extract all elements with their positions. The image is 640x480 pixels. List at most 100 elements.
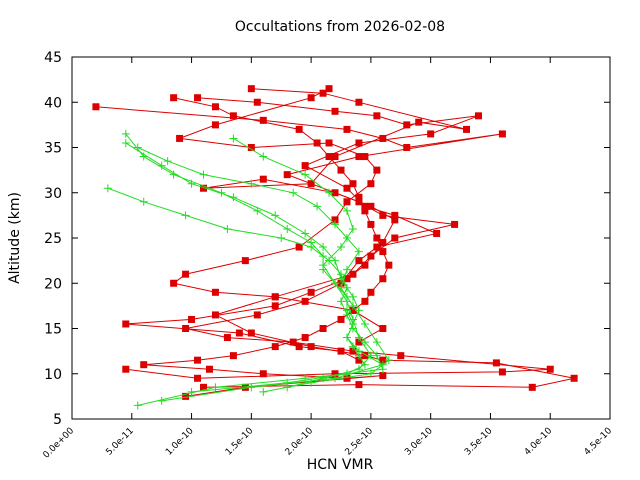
- data-point: [247, 329, 255, 337]
- data-point: [194, 356, 202, 364]
- y-axis-label: Altitude (km): [7, 192, 23, 284]
- data-point: [331, 189, 339, 197]
- data-point: [403, 121, 411, 129]
- data-point: [367, 252, 375, 260]
- data-point: [157, 396, 166, 405]
- data-point: [133, 401, 142, 410]
- data-point: [403, 144, 411, 151]
- data-point: [194, 94, 202, 102]
- data-point: [325, 153, 333, 161]
- data-point: [163, 157, 172, 166]
- data-point: [319, 89, 327, 97]
- data-point: [361, 207, 369, 215]
- data-point: [355, 338, 363, 346]
- chart-title: Occultations from 2026-02-08: [235, 19, 445, 35]
- data-point: [342, 333, 351, 342]
- data-point: [331, 107, 339, 115]
- data-point: [301, 374, 310, 383]
- data-point: [366, 369, 375, 378]
- data-point: [182, 392, 190, 400]
- data-point: [253, 98, 261, 106]
- data-point: [307, 180, 315, 188]
- data-point: [366, 351, 375, 360]
- data-point: [229, 352, 237, 360]
- data-point: [295, 243, 303, 251]
- data-point: [354, 247, 363, 256]
- data-point: [354, 365, 363, 374]
- data-point: [122, 320, 130, 328]
- data-point: [427, 130, 435, 138]
- data-point: [182, 270, 190, 278]
- data-point: [348, 301, 357, 310]
- data-point: [271, 302, 279, 310]
- data-point: [331, 370, 339, 378]
- data-point: [342, 206, 351, 215]
- data-point: [229, 134, 238, 143]
- data-point: [139, 197, 148, 206]
- data-point: [367, 288, 375, 296]
- data-point: [253, 311, 261, 319]
- data-point: [157, 161, 166, 170]
- data-point: [492, 359, 500, 367]
- data-point: [379, 275, 387, 283]
- data-point: [176, 134, 184, 142]
- data-point: [342, 369, 351, 378]
- data-point: [498, 368, 506, 376]
- data-point: [397, 352, 405, 360]
- data-point: [433, 229, 441, 237]
- data-point: [379, 372, 387, 380]
- data-point: [451, 220, 459, 228]
- data-point: [343, 198, 351, 206]
- data-point: [313, 202, 322, 211]
- data-point: [337, 279, 345, 287]
- data-point: [379, 211, 387, 219]
- data-point: [170, 279, 178, 287]
- y-tick-label: 40: [44, 95, 62, 111]
- series-red-4: [122, 85, 471, 364]
- data-point: [271, 293, 279, 301]
- data-point: [379, 239, 387, 247]
- data-point: [415, 118, 423, 126]
- data-point: [355, 356, 363, 364]
- series-red-3: [122, 94, 554, 382]
- data-point: [379, 248, 387, 256]
- series-layer: [92, 85, 578, 410]
- data-point: [283, 383, 292, 392]
- data-point: [474, 112, 482, 120]
- data-point: [301, 297, 309, 305]
- data-point: [331, 153, 339, 161]
- data-point: [301, 170, 310, 179]
- data-point: [379, 134, 387, 142]
- data-point: [378, 365, 387, 374]
- series-line: [125, 97, 551, 379]
- data-point: [391, 216, 399, 224]
- data-point: [343, 275, 351, 283]
- data-point: [259, 370, 267, 378]
- data-point: [367, 180, 375, 188]
- data-point: [331, 279, 340, 288]
- data-point: [355, 139, 363, 147]
- data-point: [122, 365, 130, 373]
- data-point: [295, 343, 303, 351]
- data-point: [325, 139, 333, 147]
- data-point: [498, 130, 506, 138]
- data-point: [337, 270, 345, 279]
- data-point: [307, 378, 316, 387]
- series-green-4: [133, 143, 393, 396]
- series-line: [107, 187, 384, 393]
- series-green-5: [229, 134, 375, 392]
- data-point: [301, 229, 310, 238]
- data-point: [211, 311, 219, 319]
- data-point: [247, 179, 256, 188]
- data-point: [337, 243, 345, 252]
- data-point: [349, 306, 357, 314]
- data-point: [188, 315, 196, 323]
- data-point: [295, 125, 303, 133]
- data-point: [92, 103, 100, 111]
- data-point: [342, 265, 351, 274]
- data-point: [319, 243, 328, 252]
- data-point: [301, 334, 309, 342]
- data-point: [373, 234, 381, 242]
